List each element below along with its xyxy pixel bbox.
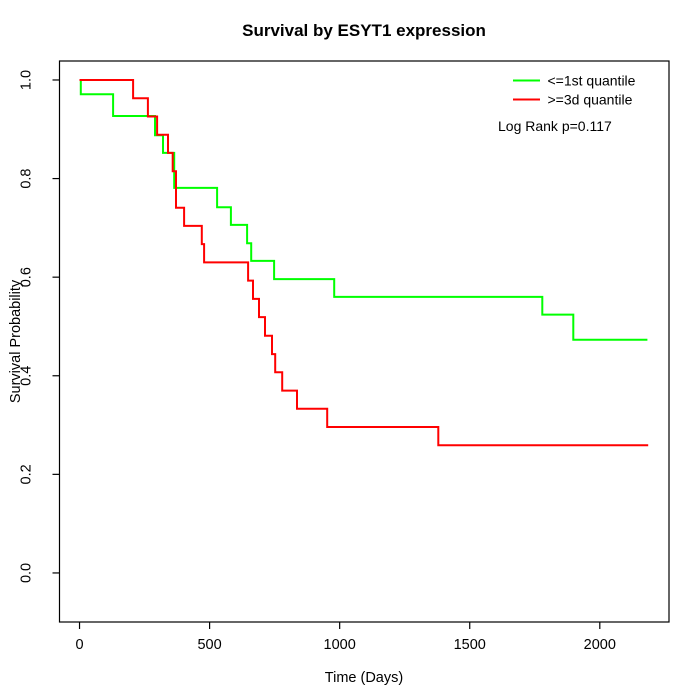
y-axis-title: Survival Probability bbox=[8, 279, 24, 403]
x-tick-label: 500 bbox=[197, 637, 221, 653]
axis-ticks: 0 500 1000 1500 2000 0.0 0.2 0.4 0.6 0.8 1.0 bbox=[19, 70, 616, 653]
x-tick-label: 0 bbox=[75, 637, 83, 653]
legend-label-low-expression: <=1st quantile bbox=[548, 73, 636, 89]
x-axis-title: Time (Days) bbox=[325, 670, 403, 686]
survival-curves bbox=[79, 79, 649, 447]
legend-label-high-expression: >=3d quantile bbox=[548, 92, 633, 108]
legend: <=1st quantile >=3d quantile Log Rank p=… bbox=[498, 73, 636, 135]
x-tick-label: 2000 bbox=[584, 637, 616, 653]
plot-box bbox=[58, 60, 670, 623]
y-tick-label: 1.0 bbox=[19, 70, 35, 90]
y-tick-label: 0.8 bbox=[19, 168, 35, 188]
y-tick-label: 0.4 bbox=[19, 366, 35, 386]
y-tick-label: 0.2 bbox=[19, 464, 35, 484]
chart-title: Survival by ESYT1 expression bbox=[242, 21, 486, 40]
x-tick-label: 1500 bbox=[454, 637, 486, 653]
km-curve bbox=[79, 79, 648, 341]
y-tick-label: 0.0 bbox=[19, 563, 35, 583]
km-curve bbox=[79, 79, 649, 447]
y-tick-label: 0.6 bbox=[19, 267, 35, 287]
log-rank-annotation: Log Rank p=0.117 bbox=[498, 118, 612, 134]
x-tick-label: 1000 bbox=[324, 637, 356, 653]
